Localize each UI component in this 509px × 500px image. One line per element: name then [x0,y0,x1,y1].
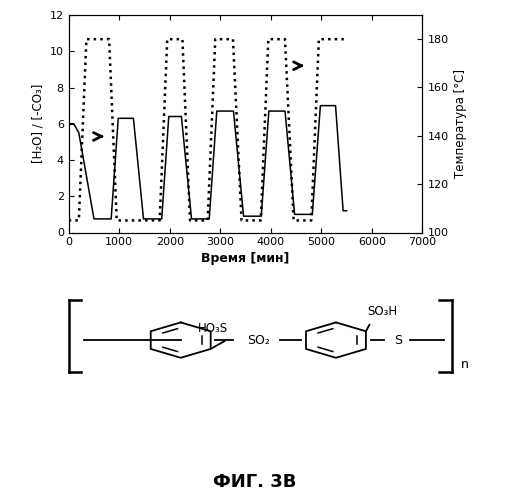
Text: HO₃S: HO₃S [198,322,228,334]
Text: S: S [394,334,403,346]
Text: SO₂: SO₂ [247,334,270,346]
Y-axis label: [Н₂О] / [-СО₃]: [Н₂О] / [-СО₃] [31,84,44,164]
Text: SO₃H: SO₃H [367,306,397,318]
Y-axis label: Температура [°C]: Температура [°C] [454,69,467,178]
Text: ФИГ. 3В: ФИГ. 3В [213,473,296,491]
X-axis label: Время [мин]: Время [мин] [202,252,290,264]
Text: n: n [461,358,469,371]
